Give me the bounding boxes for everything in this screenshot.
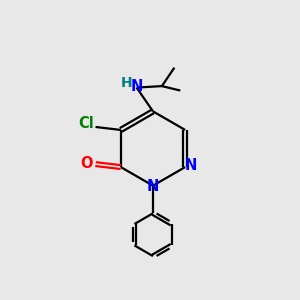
Text: O: O xyxy=(80,156,93,171)
Text: H: H xyxy=(120,76,132,90)
Text: N: N xyxy=(185,158,197,173)
Text: N: N xyxy=(130,79,143,94)
Text: N: N xyxy=(146,179,159,194)
Text: Cl: Cl xyxy=(79,116,94,131)
